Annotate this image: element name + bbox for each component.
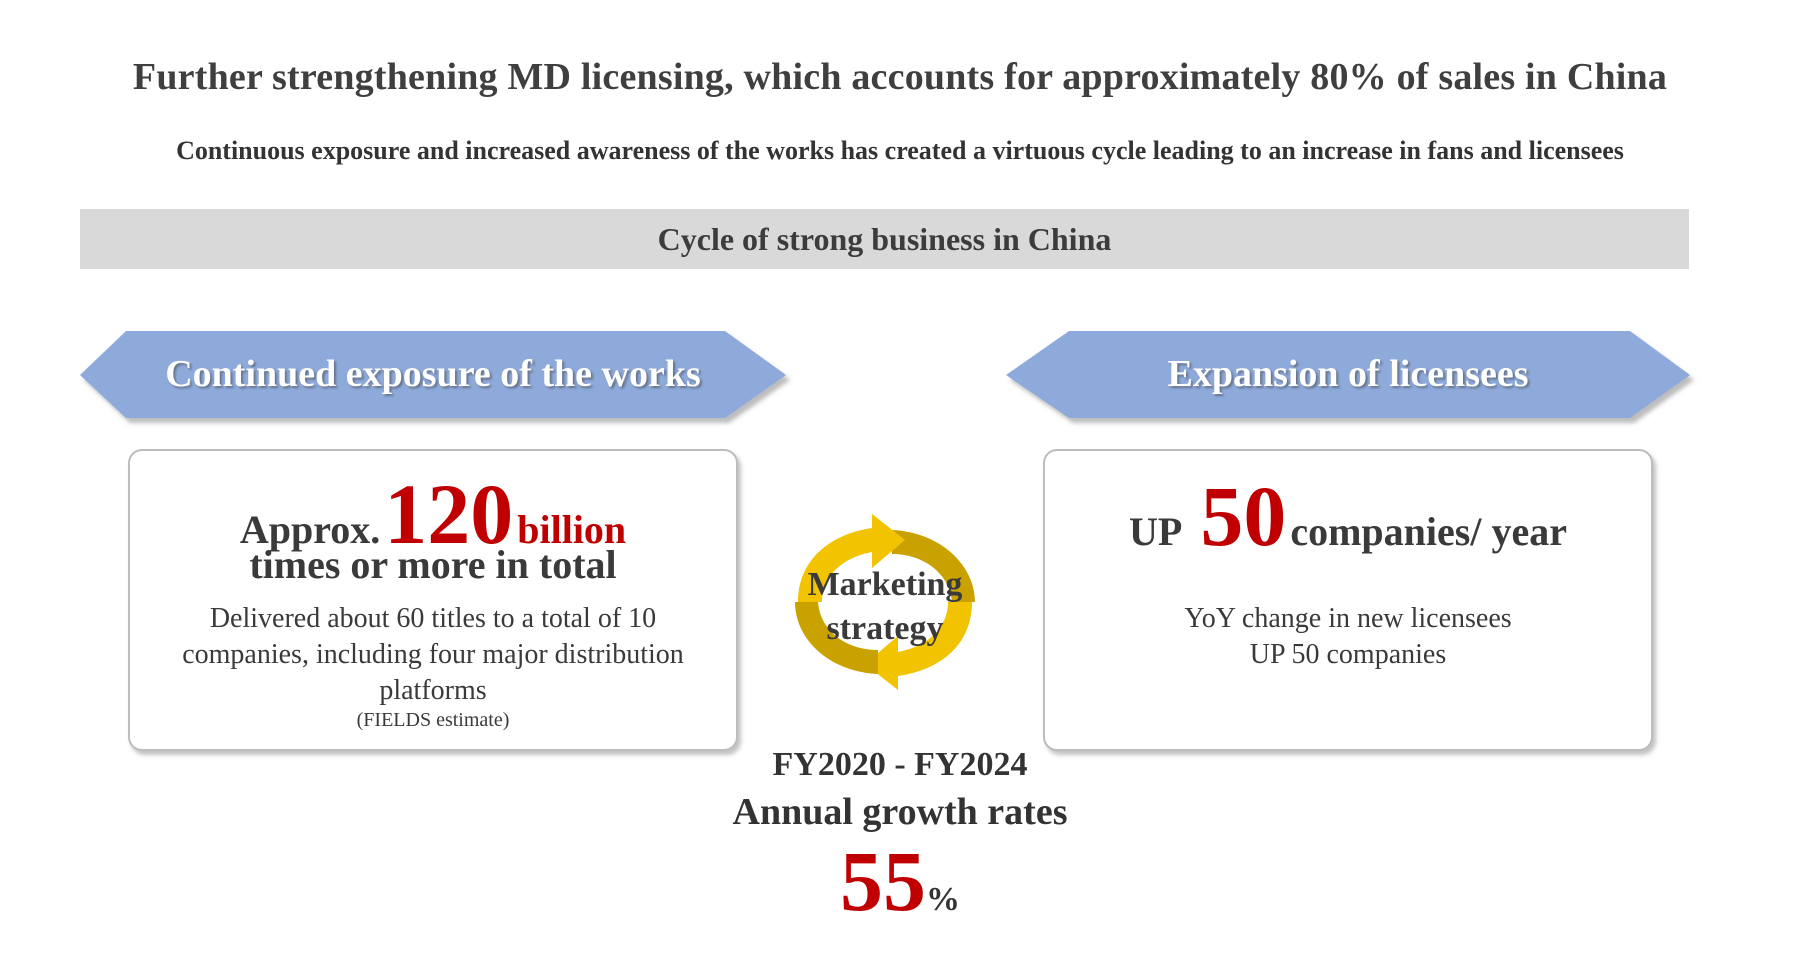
- growth-number: 55: [840, 833, 926, 929]
- left-description: Delivered about 60 titles to a total of …: [182, 603, 684, 706]
- right-description-line2: UP 50 companies: [1249, 639, 1447, 670]
- right-hexagon-arrow: [1006, 331, 1690, 418]
- center-label-line1: Marketing: [807, 566, 963, 603]
- right-stat-number: 50: [1200, 468, 1287, 564]
- left-note: (FIELDS estimate): [356, 709, 510, 731]
- page-subtitle: Continuous exposure and increased awaren…: [176, 136, 1624, 165]
- right-stat-prefix: UP: [1129, 509, 1183, 554]
- banner-label: Cycle of strong business in China: [657, 220, 1112, 257]
- cycle-arrows-icon: [795, 514, 975, 690]
- right-stat-unit: companies/ year: [1290, 509, 1567, 554]
- growth-period: FY2020 - FY2024: [772, 746, 1028, 783]
- left-stat-headline: Approx. 120 billion: [130, 471, 736, 557]
- cycle-arc-top-left: [798, 514, 905, 602]
- left-hexagon-arrow: [80, 331, 786, 418]
- section-banner: Cycle of strong business in China: [80, 209, 1689, 269]
- right-stat-headline: UP 50 companies/ year: [1045, 473, 1651, 559]
- left-stat-prefix: Approx.: [239, 507, 381, 552]
- cycle-arc-top-right: [892, 530, 975, 602]
- growth-unit: %: [926, 881, 960, 918]
- page-title: Further strengthening MD licensing, whic…: [132, 56, 1668, 98]
- growth-label: Annual growth rates: [732, 791, 1068, 833]
- right-arrow-label: Expansion of licensees: [1167, 353, 1529, 395]
- left-stat-number: 120: [384, 466, 514, 562]
- left-stat-box: Approx. 120 billion times or more in tot…: [128, 449, 738, 751]
- growth-value: 55%: [0, 838, 1800, 924]
- cycle-arc-bottom-right: [865, 602, 972, 690]
- cycle-arc-bottom-left: [795, 602, 878, 674]
- center-label-line2: strategy: [826, 610, 944, 647]
- right-stat-box: UP 50 companies/ year YoY change in new …: [1043, 449, 1653, 751]
- right-description-line1: YoY change in new licensees: [1184, 603, 1512, 634]
- left-stat-unit: billion: [517, 507, 627, 552]
- left-stat-line2: times or more in total: [249, 542, 617, 587]
- left-arrow-label: Continued exposure of the works: [165, 353, 701, 395]
